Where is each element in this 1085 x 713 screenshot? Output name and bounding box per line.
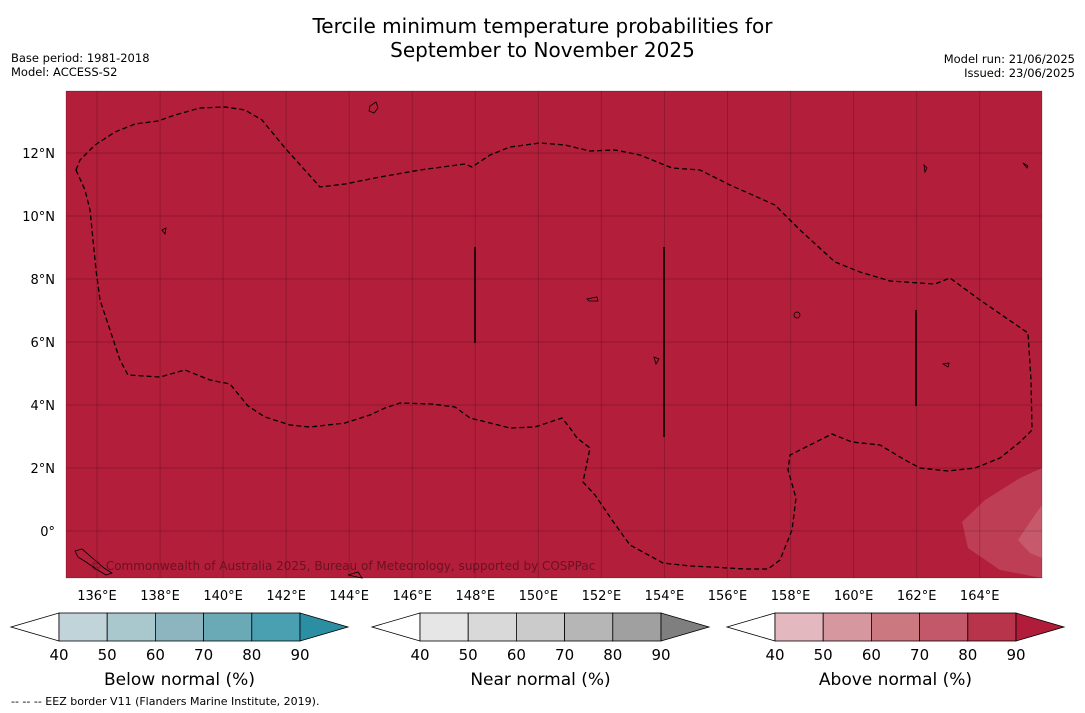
colorbar-tick-label: 50 (814, 646, 833, 664)
colorbar-extend-low (9, 612, 60, 642)
colorbar-extend-low (370, 612, 421, 642)
colorbar-segment (419, 612, 469, 642)
colorbar-extend-high (1015, 612, 1066, 642)
colorbar-segment (58, 612, 108, 642)
colorbar-segment (203, 612, 253, 642)
latitude-label: 0° (40, 525, 55, 540)
colorbar-label: Below normal (%) (104, 670, 255, 690)
colorbar-tick-label: 80 (242, 646, 261, 664)
colorbar-tick-label: 40 (410, 646, 429, 664)
colorbar-segment (871, 612, 921, 642)
colorbar-extend-high (299, 612, 350, 642)
colorbar-extend-high (660, 612, 711, 642)
longitude-label: 140°E (203, 589, 243, 604)
colorbar-segment (467, 612, 517, 642)
colorbars: 40 50 60 70 80 90 Below normal (%) 40 50 60 70 80 90… (9, 612, 1066, 690)
colorbar-tick-label: 90 (651, 646, 670, 664)
island-features (74, 101, 1029, 579)
longitude-label: 146°E (392, 589, 432, 604)
longitude-label: 136°E (77, 589, 117, 604)
latitude-label: 4°N (31, 399, 56, 414)
longitude-label: 148°E (456, 589, 496, 604)
eez-footnote: -- -- -- EEZ border V11 (Flanders Marine… (11, 695, 320, 708)
colorbar-tick-label: 50 (459, 646, 478, 664)
colorbar-segment (919, 612, 969, 642)
eez-border (75, 106, 1033, 570)
chart-title: Tercile minimum temperature probabilitie… (0, 14, 1085, 62)
longitude-labels: 136°E 138°E 140°E 142°E 144°E 146°E 148°E 150°E… (77, 589, 999, 604)
copyright-text: © Commonwealth of Australia 2025, Bureau… (90, 559, 595, 573)
latitude-label: 10°N (22, 210, 55, 225)
meta-right: Model run: 21/06/2025 Issued: 23/06/2025 (944, 52, 1075, 80)
colorbar-tick-label: 60 (507, 646, 526, 664)
colorbar-segment (612, 612, 662, 642)
colorbar-segment (516, 612, 566, 642)
colorbar-tick-label: 60 (862, 646, 881, 664)
meta-left: Base period: 1981-2018 Model: ACCESS-S2 (11, 51, 150, 79)
colorbar-segment (251, 612, 301, 642)
longitude-label: 142°E (266, 589, 306, 604)
probability-patch (962, 468, 1042, 578)
colorbar: 40 50 60 70 80 90 Near normal (%) (370, 612, 711, 690)
longitude-label: 152°E (582, 589, 622, 604)
latitude-label: 6°N (31, 336, 56, 351)
colorbar-segment (822, 612, 872, 642)
longitude-label: 160°E (834, 589, 874, 604)
latitude-label: 12°N (22, 147, 55, 162)
colorbar-label: Near normal (%) (470, 670, 610, 690)
longitude-label: 154°E (645, 589, 685, 604)
colorbar-tick-label: 90 (290, 646, 309, 664)
colorbar-tick-label: 80 (958, 646, 977, 664)
colorbar-segment (774, 612, 824, 642)
map-frame (65, 90, 1043, 579)
model-run-text: Model run: 21/06/2025 (943, 52, 1075, 66)
issued-text: Issued: 23/06/2025 (964, 66, 1075, 80)
colorbar-tick-label: 40 (765, 646, 784, 664)
colorbar-segment (564, 612, 614, 642)
longitude-label: 150°E (519, 589, 559, 604)
colorbar: 40 50 60 70 80 90 Below normal (%) (9, 612, 350, 690)
colorbar-tick-label: 80 (603, 646, 622, 664)
model-text: Model: ACCESS-S2 (11, 65, 118, 79)
longitude-label: 144°E (329, 589, 369, 604)
colorbar-tick-label: 40 (49, 646, 68, 664)
colorbar-tick-label: 50 (98, 646, 117, 664)
colorbar-segment (106, 612, 156, 642)
colorbar-segment (154, 612, 204, 642)
colorbar-tick-label: 70 (194, 646, 213, 664)
latitude-label: 2°N (31, 462, 56, 477)
probability-patch-inner (1018, 505, 1042, 558)
longitude-label: 162°E (897, 589, 937, 604)
longitude-label: 158°E (771, 589, 811, 604)
latitude-labels: 12°N 10°N 8°N 6°N 4°N 2°N 0° (22, 147, 55, 540)
longitude-label: 156°E (708, 589, 748, 604)
title-line-1: Tercile minimum temperature probabilitie… (312, 14, 773, 38)
base-period-text: Base period: 1981-2018 (11, 51, 150, 65)
colorbar-tick-label: 90 (1006, 646, 1025, 664)
title-line-2: September to November 2025 (390, 38, 695, 62)
colorbar-tick-label: 60 (146, 646, 165, 664)
longitude-label: 138°E (140, 589, 180, 604)
longitude-label: 164°E (960, 589, 1000, 604)
colorbar-segment (967, 612, 1017, 642)
colorbar-label: Above normal (%) (819, 670, 972, 690)
colorbar-tick-label: 70 (910, 646, 929, 664)
colorbar: 40 50 60 70 80 90 Above normal (%) (725, 612, 1066, 690)
latitude-label: 8°N (31, 273, 56, 288)
colorbar-tick-label: 70 (555, 646, 574, 664)
colorbar-extend-low (725, 612, 776, 642)
map-background (66, 91, 1042, 578)
